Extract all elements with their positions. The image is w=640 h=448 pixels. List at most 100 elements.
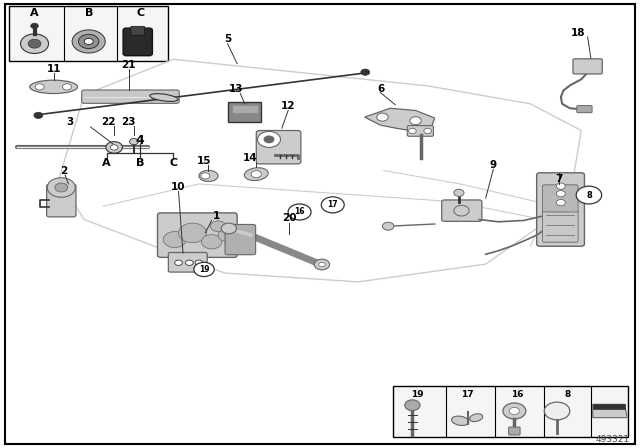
Text: 14: 14: [243, 153, 257, 163]
Text: 19: 19: [199, 265, 209, 274]
FancyBboxPatch shape: [9, 6, 168, 61]
Circle shape: [264, 136, 274, 143]
Circle shape: [503, 403, 526, 419]
Circle shape: [544, 402, 570, 420]
Text: C: C: [136, 8, 145, 17]
Text: 4: 4: [136, 134, 145, 147]
Circle shape: [79, 34, 99, 48]
Circle shape: [257, 131, 280, 147]
Text: B: B: [136, 158, 145, 168]
Circle shape: [361, 69, 370, 75]
Text: 22: 22: [101, 116, 116, 127]
Circle shape: [110, 145, 118, 150]
Circle shape: [202, 235, 222, 249]
Text: 17: 17: [461, 390, 474, 399]
Circle shape: [321, 197, 344, 213]
Circle shape: [34, 112, 43, 118]
Text: B: B: [84, 8, 93, 17]
Ellipse shape: [470, 414, 483, 422]
Circle shape: [31, 23, 38, 29]
Circle shape: [404, 400, 420, 410]
Text: 13: 13: [228, 84, 243, 94]
FancyBboxPatch shape: [228, 102, 261, 121]
Circle shape: [509, 407, 520, 414]
Polygon shape: [365, 108, 435, 131]
FancyBboxPatch shape: [82, 90, 179, 103]
Circle shape: [163, 232, 186, 248]
FancyBboxPatch shape: [394, 386, 628, 437]
Circle shape: [179, 223, 207, 243]
Text: 15: 15: [196, 156, 211, 166]
Circle shape: [47, 178, 76, 197]
FancyBboxPatch shape: [542, 211, 578, 242]
Text: 23: 23: [122, 116, 136, 127]
Text: C: C: [170, 158, 177, 168]
Text: 16: 16: [294, 207, 305, 216]
Ellipse shape: [452, 416, 469, 426]
Circle shape: [556, 183, 565, 189]
Circle shape: [55, 183, 68, 192]
Text: 18: 18: [571, 28, 586, 38]
Circle shape: [556, 190, 565, 197]
Ellipse shape: [244, 168, 268, 181]
Circle shape: [454, 189, 464, 196]
Text: A: A: [30, 8, 39, 17]
Text: 493321: 493321: [596, 435, 630, 444]
FancyBboxPatch shape: [131, 26, 145, 35]
Circle shape: [84, 39, 93, 44]
Text: 16: 16: [511, 390, 524, 399]
Polygon shape: [593, 404, 625, 409]
FancyBboxPatch shape: [407, 125, 433, 136]
Polygon shape: [593, 404, 627, 418]
Circle shape: [576, 186, 602, 204]
Text: 1: 1: [213, 211, 220, 221]
Text: 8: 8: [586, 190, 592, 199]
Circle shape: [408, 128, 416, 134]
Circle shape: [129, 138, 138, 145]
FancyBboxPatch shape: [123, 28, 152, 56]
Text: 8: 8: [564, 390, 570, 399]
Circle shape: [424, 128, 431, 134]
Circle shape: [195, 260, 203, 265]
Text: 6: 6: [377, 84, 384, 94]
Ellipse shape: [199, 170, 218, 181]
Circle shape: [377, 113, 388, 121]
FancyBboxPatch shape: [168, 253, 207, 272]
Circle shape: [175, 260, 182, 265]
Ellipse shape: [150, 94, 178, 101]
FancyBboxPatch shape: [573, 59, 602, 74]
Text: 7: 7: [556, 174, 563, 185]
FancyBboxPatch shape: [542, 185, 578, 212]
Circle shape: [314, 259, 330, 270]
Circle shape: [221, 223, 237, 234]
Circle shape: [454, 205, 469, 216]
Circle shape: [186, 260, 193, 265]
Text: 2: 2: [60, 166, 67, 176]
Circle shape: [28, 39, 41, 48]
FancyBboxPatch shape: [157, 213, 237, 258]
FancyBboxPatch shape: [232, 105, 257, 113]
Text: 21: 21: [122, 60, 136, 69]
Text: 3: 3: [67, 117, 74, 128]
Text: 19: 19: [410, 390, 423, 399]
Text: 9: 9: [490, 160, 497, 170]
Circle shape: [410, 116, 421, 125]
Circle shape: [319, 262, 325, 267]
FancyBboxPatch shape: [577, 106, 592, 113]
Circle shape: [63, 84, 72, 90]
Circle shape: [211, 221, 226, 232]
FancyBboxPatch shape: [509, 427, 520, 435]
Text: 5: 5: [224, 34, 231, 44]
FancyBboxPatch shape: [256, 130, 301, 164]
Text: 10: 10: [172, 182, 186, 192]
Circle shape: [383, 222, 394, 230]
FancyBboxPatch shape: [537, 173, 584, 246]
FancyBboxPatch shape: [47, 185, 76, 217]
Circle shape: [201, 173, 210, 179]
Circle shape: [35, 84, 44, 90]
Circle shape: [72, 30, 105, 53]
FancyBboxPatch shape: [225, 224, 255, 255]
Circle shape: [20, 34, 49, 53]
Text: 17: 17: [328, 200, 338, 209]
Text: A: A: [102, 158, 111, 168]
